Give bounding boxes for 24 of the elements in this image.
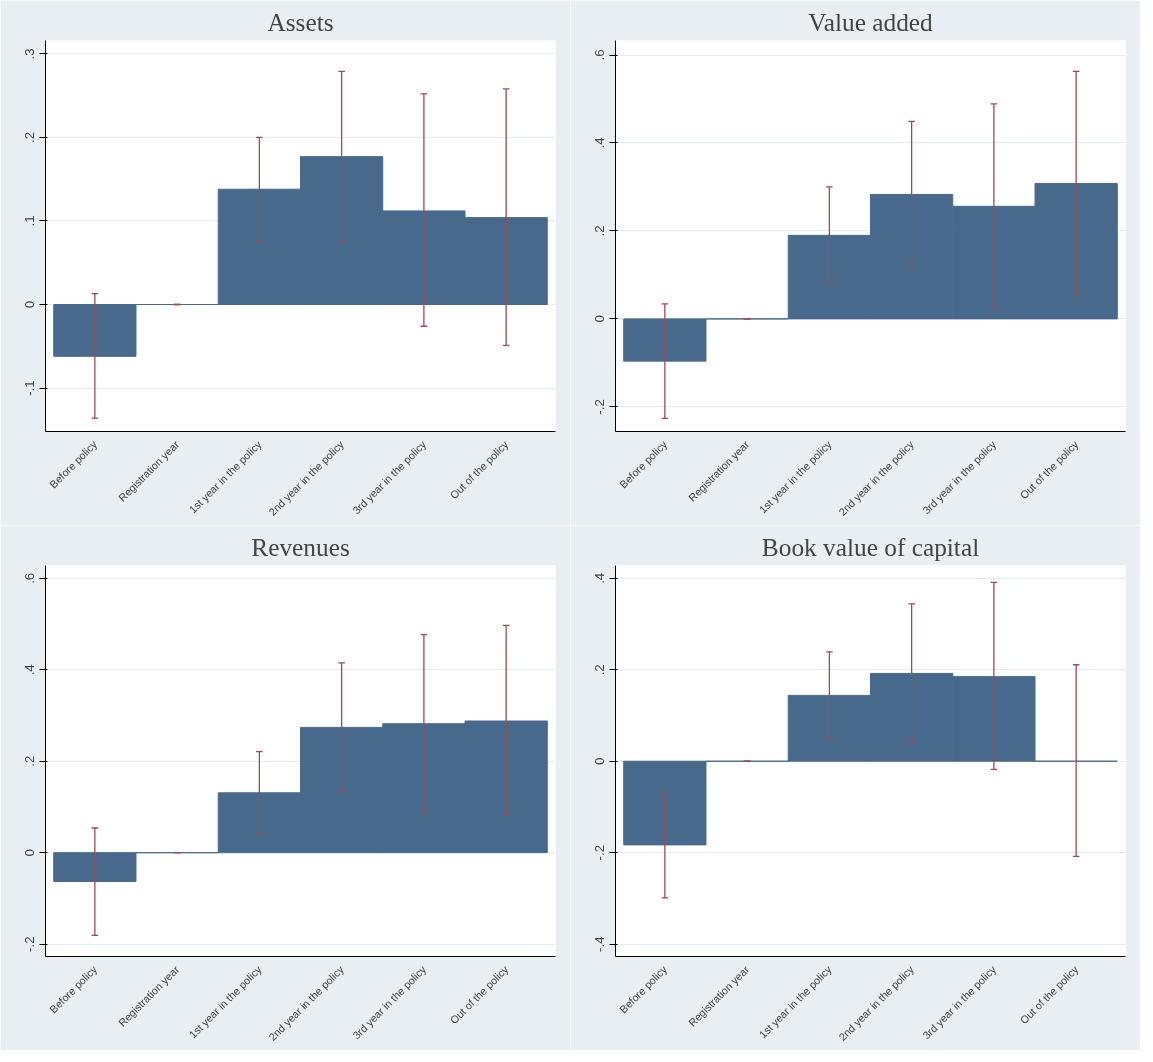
y-tick-label: .6 [592, 49, 608, 61]
y-tick-label: -.2 [22, 936, 38, 952]
y-tick-label: .2 [22, 755, 38, 767]
chart-title: Assets [267, 7, 334, 36]
y-tick-label: .4 [22, 663, 38, 676]
y-tick-label: .1 [22, 215, 38, 227]
y-tick-label: .4 [592, 572, 608, 584]
y-tick-label: .2 [22, 131, 38, 143]
y-tick-label: -.4 [592, 935, 608, 952]
y-tick-label: .4 [592, 136, 608, 149]
chart-title: Book value of capital [761, 532, 980, 561]
y-tick-label: 0 [22, 300, 38, 309]
y-tick-label: -.2 [592, 844, 608, 861]
y-tick-label: 0 [592, 315, 608, 323]
y-tick-label: 0 [22, 848, 38, 857]
y-tick-label: -.1 [22, 380, 38, 396]
y-tick-label: .2 [592, 664, 608, 676]
y-tick-label: .2 [592, 225, 608, 237]
y-tick-label: 0 [592, 757, 608, 765]
y-tick-label: .3 [22, 48, 38, 60]
chart-title: Value added [808, 7, 934, 36]
y-tick-label: -.2 [592, 399, 608, 415]
y-tick-label: .6 [22, 572, 38, 584]
chart-title: Revenues [251, 532, 350, 561]
